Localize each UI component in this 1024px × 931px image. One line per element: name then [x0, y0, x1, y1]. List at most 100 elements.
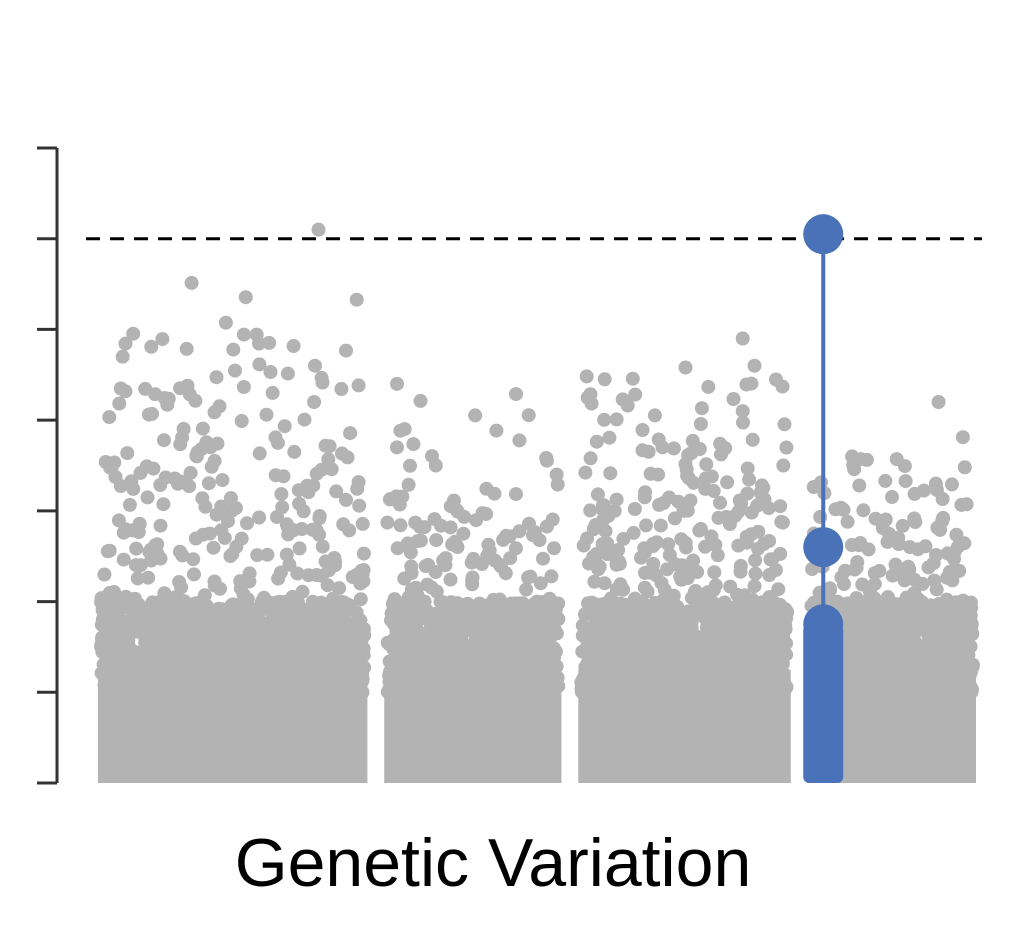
variant-point [252, 446, 267, 461]
variant-point [297, 412, 312, 427]
variant-point [323, 663, 338, 678]
variant-point [153, 478, 168, 492]
variant-point [434, 518, 448, 533]
variant-point [176, 637, 191, 652]
variant-point [444, 598, 459, 613]
variant-point [731, 538, 746, 553]
variant-point [295, 584, 310, 599]
variant-point [779, 440, 794, 455]
variant-point [413, 533, 428, 548]
variant-point [634, 665, 649, 680]
variant-point [503, 551, 518, 566]
variant-point [955, 430, 970, 445]
variant-point [436, 664, 451, 679]
variant-point [353, 592, 368, 607]
variant-peak-point [931, 395, 946, 409]
variant-point [395, 607, 410, 622]
variant-point [280, 366, 295, 381]
variant-point [418, 559, 433, 573]
variant-point [401, 477, 416, 492]
variant-point [579, 369, 594, 384]
variant-point [613, 577, 628, 592]
variant-point [99, 673, 114, 688]
variant-point [699, 457, 714, 472]
variant-point [713, 495, 727, 510]
variant-point [107, 585, 121, 599]
variant-point [733, 558, 748, 573]
variant-point [859, 452, 874, 467]
variant-point [771, 582, 786, 597]
variant-point [516, 671, 530, 686]
variant-point [230, 653, 245, 668]
x-axis-label: Genetic Variation [235, 825, 752, 901]
variant-point [339, 343, 353, 358]
variant-point [351, 475, 366, 490]
variant-point [521, 570, 536, 585]
variant-point [578, 607, 593, 622]
variant-point [583, 387, 598, 402]
variant-point [747, 579, 762, 594]
variant-point [897, 573, 912, 588]
variant-point [600, 536, 615, 551]
variant-point [744, 527, 759, 542]
variant-point [309, 466, 324, 481]
variant-point [450, 540, 465, 555]
variant-point [438, 558, 453, 573]
variant-point [171, 603, 186, 618]
variant-point [681, 471, 696, 485]
variant-point [711, 654, 726, 669]
variant-point [470, 609, 484, 624]
variant-point [532, 533, 547, 548]
variant-point [878, 473, 893, 488]
variant-point [410, 630, 425, 645]
variant-point [260, 547, 275, 562]
variant-point [954, 497, 969, 512]
variant-point [512, 433, 527, 448]
variant-point [343, 426, 358, 441]
variant-point [132, 516, 147, 531]
variant-point [500, 629, 515, 644]
variant-point [749, 608, 764, 623]
variant-point [199, 435, 214, 450]
variant-point [956, 675, 971, 690]
variant-point [476, 627, 491, 642]
variant-point [417, 594, 432, 609]
variant-point [602, 430, 617, 445]
variant-point [393, 518, 408, 533]
variant-point [410, 667, 425, 682]
variant-point [626, 645, 641, 660]
variant-peak-point [115, 349, 130, 364]
variant-point [157, 433, 171, 448]
variant-point [603, 466, 618, 481]
variant-point [673, 674, 688, 689]
variant-point [328, 558, 342, 573]
background-variant-points [94, 222, 980, 783]
variant-point [145, 406, 159, 421]
variant-point [429, 533, 444, 548]
variant-point [279, 547, 294, 562]
variant-peak-point [928, 476, 943, 491]
variant-point [912, 665, 927, 680]
variant-point [281, 660, 296, 675]
variant-point [726, 615, 741, 630]
variant-point [676, 624, 690, 639]
highlight-column [803, 624, 844, 783]
variant-point [475, 675, 490, 690]
variant-point [625, 371, 640, 386]
variant-point [747, 358, 762, 373]
variant-point [748, 566, 763, 581]
variant-point [144, 642, 159, 657]
variant-point [288, 672, 303, 687]
variant-point [257, 663, 272, 678]
variant-point [195, 421, 210, 436]
variant-point [269, 673, 284, 688]
variant-point [597, 412, 612, 427]
variant-point [112, 396, 127, 411]
variant-point [898, 474, 913, 489]
variant-point [925, 671, 940, 686]
variant-point [522, 658, 537, 673]
variant-point [768, 563, 783, 577]
variant-point [896, 629, 911, 644]
variant-point [745, 432, 760, 447]
variant-point [229, 642, 244, 657]
